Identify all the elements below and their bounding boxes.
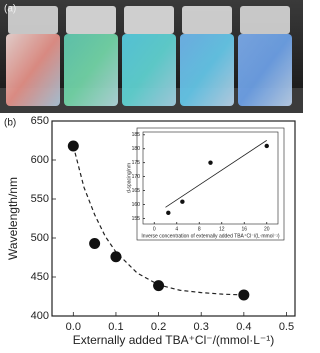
axes-frame (142, 131, 279, 225)
data-point (238, 289, 250, 301)
y-tick-label: 500 (31, 232, 49, 244)
data-point (180, 199, 185, 204)
y-tick-label: 170 (132, 174, 141, 180)
data-point (166, 210, 171, 216)
y-tick-label: 600 (31, 154, 49, 166)
inset-chart: 0 4 8 12 16 20 155 160 165 170 175 180 185 Inverse co… (126, 127, 285, 241)
x-tick-label: 0 (153, 226, 156, 232)
x-tick-label: 8 (198, 226, 201, 232)
data-point (67, 140, 79, 152)
y-tick-label: 450 (31, 271, 49, 283)
x-tick-label: 20 (264, 226, 270, 232)
y-tick-label: 400 (31, 310, 49, 322)
y-tick-label: 550 (31, 193, 49, 205)
data-point (208, 160, 213, 165)
y-axis-label: d-spacing/nm (126, 163, 132, 193)
photo: (a) (0, 0, 303, 113)
y-tick-label: 185 (132, 132, 141, 138)
figure: (a) (b) 0.0 0.1 0.2 0.3 0.4 0.5 400 450 500 550 60… (0, 0, 303, 347)
x-tick-label: 4 (175, 226, 178, 232)
fit-line (72, 145, 244, 296)
y-tick-label: 155 (132, 216, 141, 222)
y-tick-label: 175 (132, 160, 141, 166)
y-axis-label: Wavelength/nm (6, 177, 20, 260)
data-point (153, 280, 165, 292)
x-tick-label: 0.4 (236, 321, 251, 333)
x-tick-label: 0.2 (151, 321, 166, 333)
x-axis-label: Externally added TBA⁺Cl⁻/(mmol·L⁻¹) (73, 333, 275, 347)
x-tick-label: 12 (219, 226, 225, 232)
y-tick-label: 650 (31, 115, 49, 127)
y-tick-label: 160 (132, 202, 141, 208)
data-point (89, 237, 101, 249)
inset-box (136, 127, 285, 241)
panel-label: (a) (4, 4, 16, 15)
x-tick-label: 0.1 (108, 321, 123, 333)
x-tick-label: 0.3 (194, 321, 209, 333)
x-tick-label: 16 (241, 226, 247, 232)
x-tick-label: 0.5 (279, 321, 294, 333)
fit-line (165, 140, 267, 208)
data-point (110, 251, 122, 263)
data-point (264, 143, 269, 149)
x-tick-label: 0.0 (66, 321, 81, 333)
axes-frame (51, 120, 296, 317)
panel-label: (b) (4, 118, 16, 129)
y-tick-label: 165 (132, 188, 141, 194)
y-tick-label: 180 (132, 146, 141, 152)
main-chart: 0.0 0.1 0.2 0.3 0.4 0.5 400 450 500 550 600 650 Exte… (6, 115, 296, 347)
x-axis-label: Inverse concentration of externally adde… (141, 233, 279, 239)
